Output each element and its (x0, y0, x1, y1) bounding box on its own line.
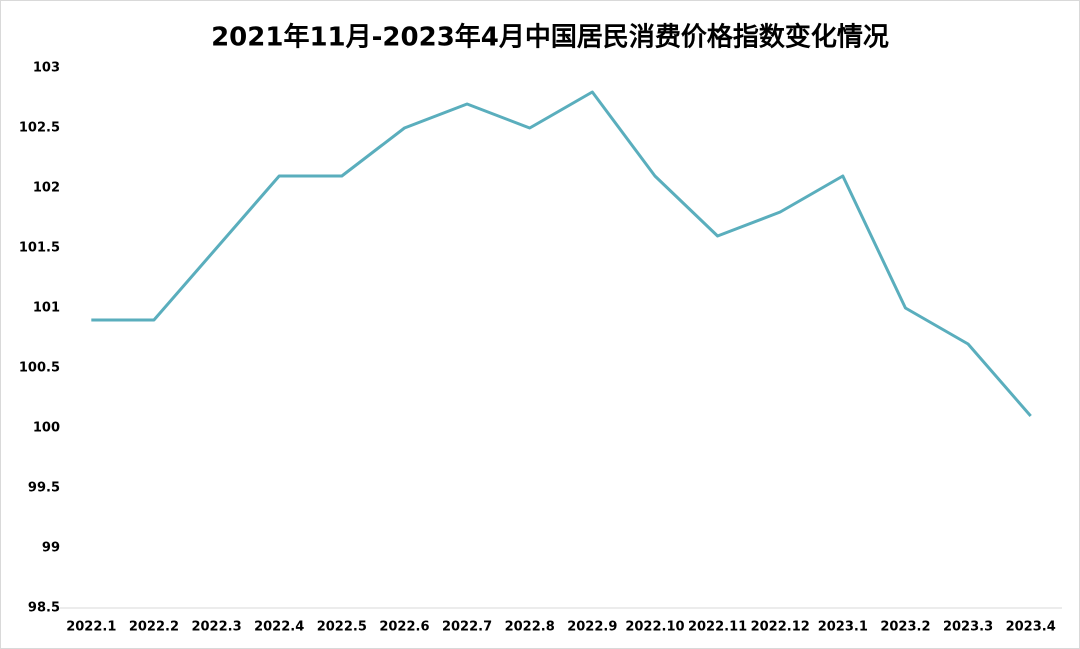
y-tick-label: 98.5 (28, 601, 60, 616)
chart-title: 2021年11月-2023年4月中国居民消费价格指数变化情况 (211, 22, 889, 53)
x-tick-label: 2022.7 (442, 620, 492, 635)
x-tick-label: 2022.6 (379, 620, 429, 635)
x-tick-label: 2022.1 (66, 620, 116, 635)
x-tick-label: 2023.1 (818, 620, 868, 635)
data-line (91, 90, 1032, 417)
x-tick-label: 2022.10 (625, 620, 684, 635)
x-tick-label: 2022.2 (129, 620, 179, 635)
y-tick-label: 101 (33, 301, 60, 316)
y-tick-label: 99 (42, 541, 60, 556)
x-tick-label: 2022.5 (317, 620, 367, 635)
y-tick-label: 101.5 (19, 241, 60, 256)
x-tick-label: 2022.4 (254, 620, 304, 635)
x-tick-label: 2022.11 (688, 620, 747, 635)
y-tick-label: 103 (33, 61, 60, 76)
x-tick-label: 2022.9 (567, 620, 617, 635)
y-tick-label: 102 (33, 181, 60, 196)
y-tick-label: 102.5 (19, 121, 60, 136)
x-tick-label: 2022.3 (191, 620, 241, 635)
y-tick-label: 100 (33, 421, 60, 436)
x-tick-label: 2023.3 (943, 620, 993, 635)
x-tick-label: 2023.4 (1006, 620, 1056, 635)
y-tick-label: 100.5 (19, 361, 60, 376)
y-tick-label: 99.5 (28, 481, 60, 496)
x-tick-label: 2022.8 (505, 620, 555, 635)
x-tick-label: 2023.2 (880, 620, 930, 635)
x-tick-label: 2022.12 (751, 620, 810, 635)
